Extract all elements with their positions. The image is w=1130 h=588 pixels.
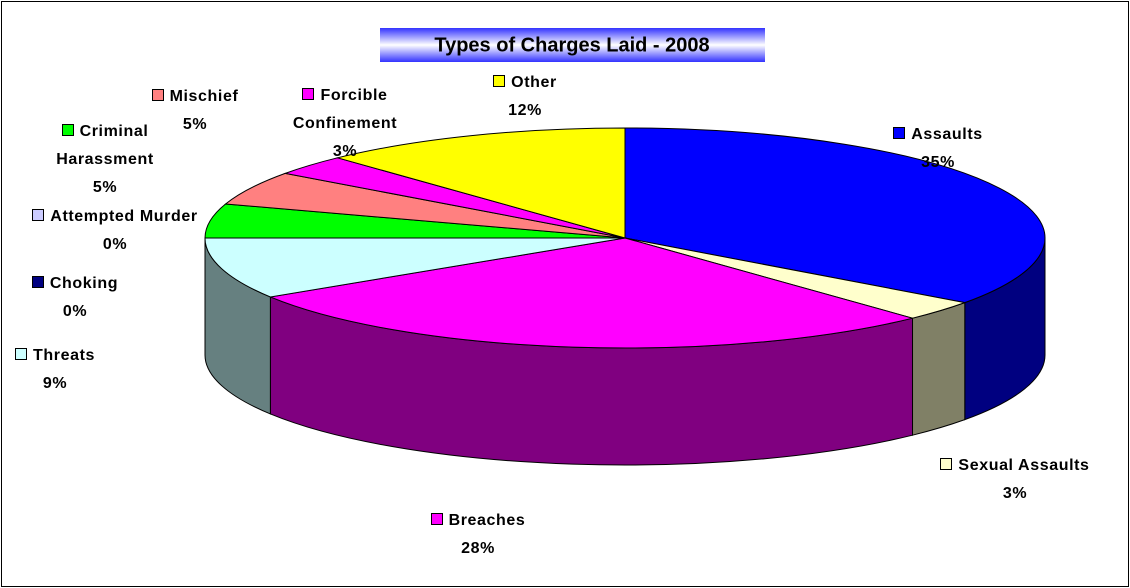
category-label: Breaches	[448, 512, 526, 529]
slice	[624, 127, 1046, 304]
value-label: 9%	[42, 375, 68, 392]
category-label: Assaults	[911, 126, 983, 143]
category-label: Choking	[49, 275, 119, 292]
legend-swatch	[940, 458, 953, 470]
category-label: Other	[511, 74, 557, 91]
value-label: 35%	[921, 154, 955, 171]
slice	[268, 237, 915, 349]
legend-swatch	[61, 124, 74, 136]
data-label: Attempted Murder 0%	[0, 203, 230, 259]
data-label: Mischief 5%	[135, 83, 255, 139]
legend-swatch	[302, 88, 315, 100]
value-label: 28%	[461, 540, 495, 557]
legend-swatch	[893, 127, 906, 139]
category-label: Mischief	[169, 88, 239, 105]
data-label: Choking 0%	[15, 270, 135, 326]
data-label: Sexual Assaults 3%	[915, 452, 1115, 508]
category-label: Threats	[33, 347, 95, 364]
title-box	[380, 28, 765, 62]
data-label: Other 12%	[470, 69, 580, 125]
legend-swatch	[31, 276, 44, 288]
data-label: Assaults 35%	[868, 121, 1008, 177]
slice	[335, 127, 626, 239]
legend-swatch	[32, 209, 45, 221]
category-label: Forcible Confinement	[292, 87, 398, 132]
legend-swatch	[430, 513, 443, 525]
slice-side	[912, 301, 966, 436]
slice	[204, 237, 626, 298]
category-label: Sexual Assaults	[958, 457, 1090, 474]
legend-swatch	[15, 348, 27, 360]
legend-swatch	[151, 89, 164, 101]
value-label: 3%	[1002, 485, 1028, 502]
chart-title: Types of Charges Laid - 2008	[434, 34, 709, 56]
legend-swatch	[493, 75, 506, 87]
data-label: Criminal Harassment 5%	[30, 118, 180, 202]
category-label: Attempted Murder	[50, 208, 198, 225]
data-label: Forcible Confinement 3%	[280, 82, 410, 166]
value-label: 12%	[508, 102, 542, 119]
category-label: Criminal Harassment	[56, 123, 154, 168]
value-label: 0%	[102, 236, 128, 253]
data-label: Threats 9%	[5, 342, 105, 398]
value-label: 3%	[332, 143, 358, 160]
data-label: Breaches 28%	[408, 507, 548, 563]
value-label: 0%	[62, 303, 88, 320]
value-label: 5%	[92, 179, 118, 196]
value-label: 5%	[182, 116, 208, 133]
